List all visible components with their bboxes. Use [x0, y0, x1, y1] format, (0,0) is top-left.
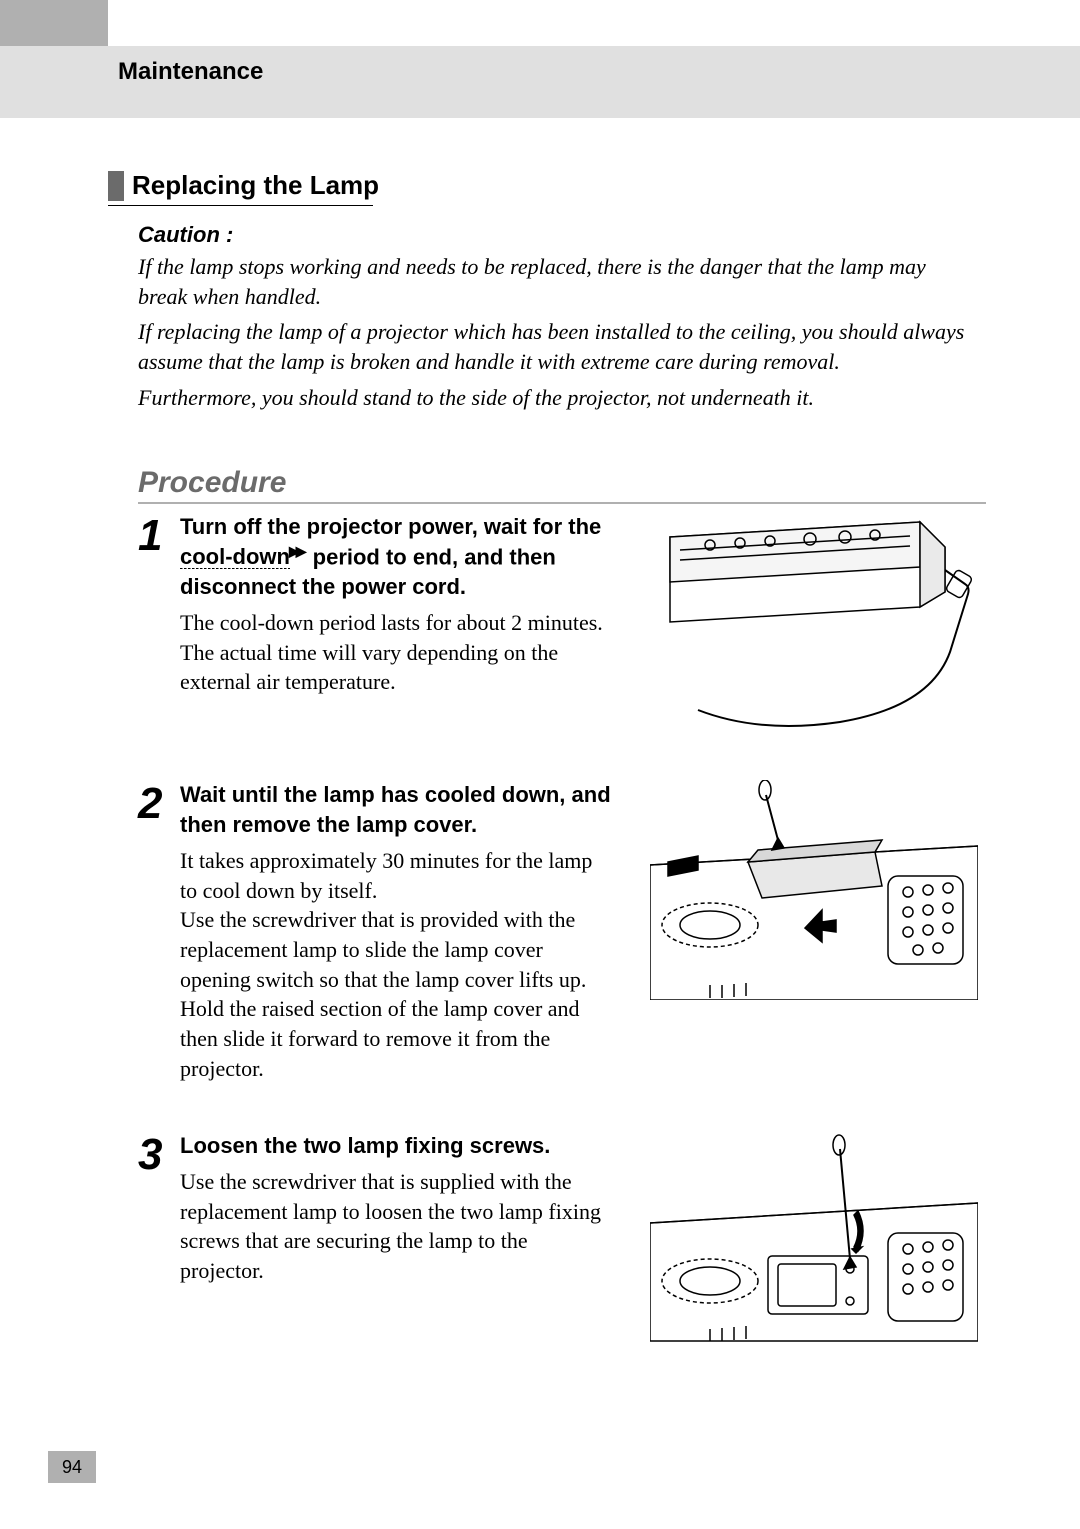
step-3-number: 3	[138, 1131, 180, 1351]
step-1-title: Turn off the projector power, wait for t…	[180, 512, 614, 601]
step-1-title-a: Turn off the projector power, wait for t…	[180, 514, 601, 539]
step-1-illustration	[650, 512, 978, 732]
chapter-title: Maintenance	[118, 58, 263, 86]
step-3-illustration	[650, 1131, 978, 1351]
section-title-row: Replacing the Lamp	[108, 170, 978, 201]
step-1-number: 1	[138, 512, 180, 732]
cool-down-glossary-link[interactable]: cool-down	[180, 546, 290, 569]
section-underline	[108, 205, 373, 206]
procedure-heading: Procedure	[138, 466, 986, 504]
step-3-text: Loosen the two lamp fixing screws. Use t…	[180, 1131, 614, 1351]
step-2: 2 Wait until the lamp has cooled down, a…	[138, 780, 978, 1083]
step-2-number: 2	[138, 780, 180, 1083]
step-1-body: The cool-down period lasts for about 2 m…	[180, 608, 614, 697]
caution-label: Caution :	[138, 222, 978, 248]
page-number: 94	[48, 1451, 96, 1483]
section-title: Replacing the Lamp	[132, 170, 379, 201]
section-title-bar	[108, 171, 124, 201]
glossary-icon: ▶▶	[289, 542, 303, 561]
caution-p3: Furthermore, you should stand to the sid…	[138, 383, 968, 413]
step-1-text: Turn off the projector power, wait for t…	[180, 512, 614, 732]
caution-p2: If replacing the lamp of a projector whi…	[138, 317, 968, 376]
step-2-title: Wait until the lamp has cooled down, and…	[180, 780, 614, 839]
page-content: Replacing the Lamp Caution : If the lamp…	[108, 170, 978, 1351]
step-2-illustration	[650, 780, 978, 1000]
step-3-body: Use the screwdriver that is supplied wit…	[180, 1167, 614, 1286]
step-1: 1 Turn off the projector power, wait for…	[138, 512, 978, 732]
caution-p1: If the lamp stops working and needs to b…	[138, 252, 968, 311]
step-2-body: It takes approximately 30 minutes for th…	[180, 846, 614, 1084]
step-3: 3 Loosen the two lamp fixing screws. Use…	[138, 1131, 978, 1351]
caution-body: If the lamp stops working and needs to b…	[138, 252, 968, 412]
step-3-title: Loosen the two lamp fixing screws.	[180, 1131, 614, 1161]
step-2-text: Wait until the lamp has cooled down, and…	[180, 780, 614, 1083]
